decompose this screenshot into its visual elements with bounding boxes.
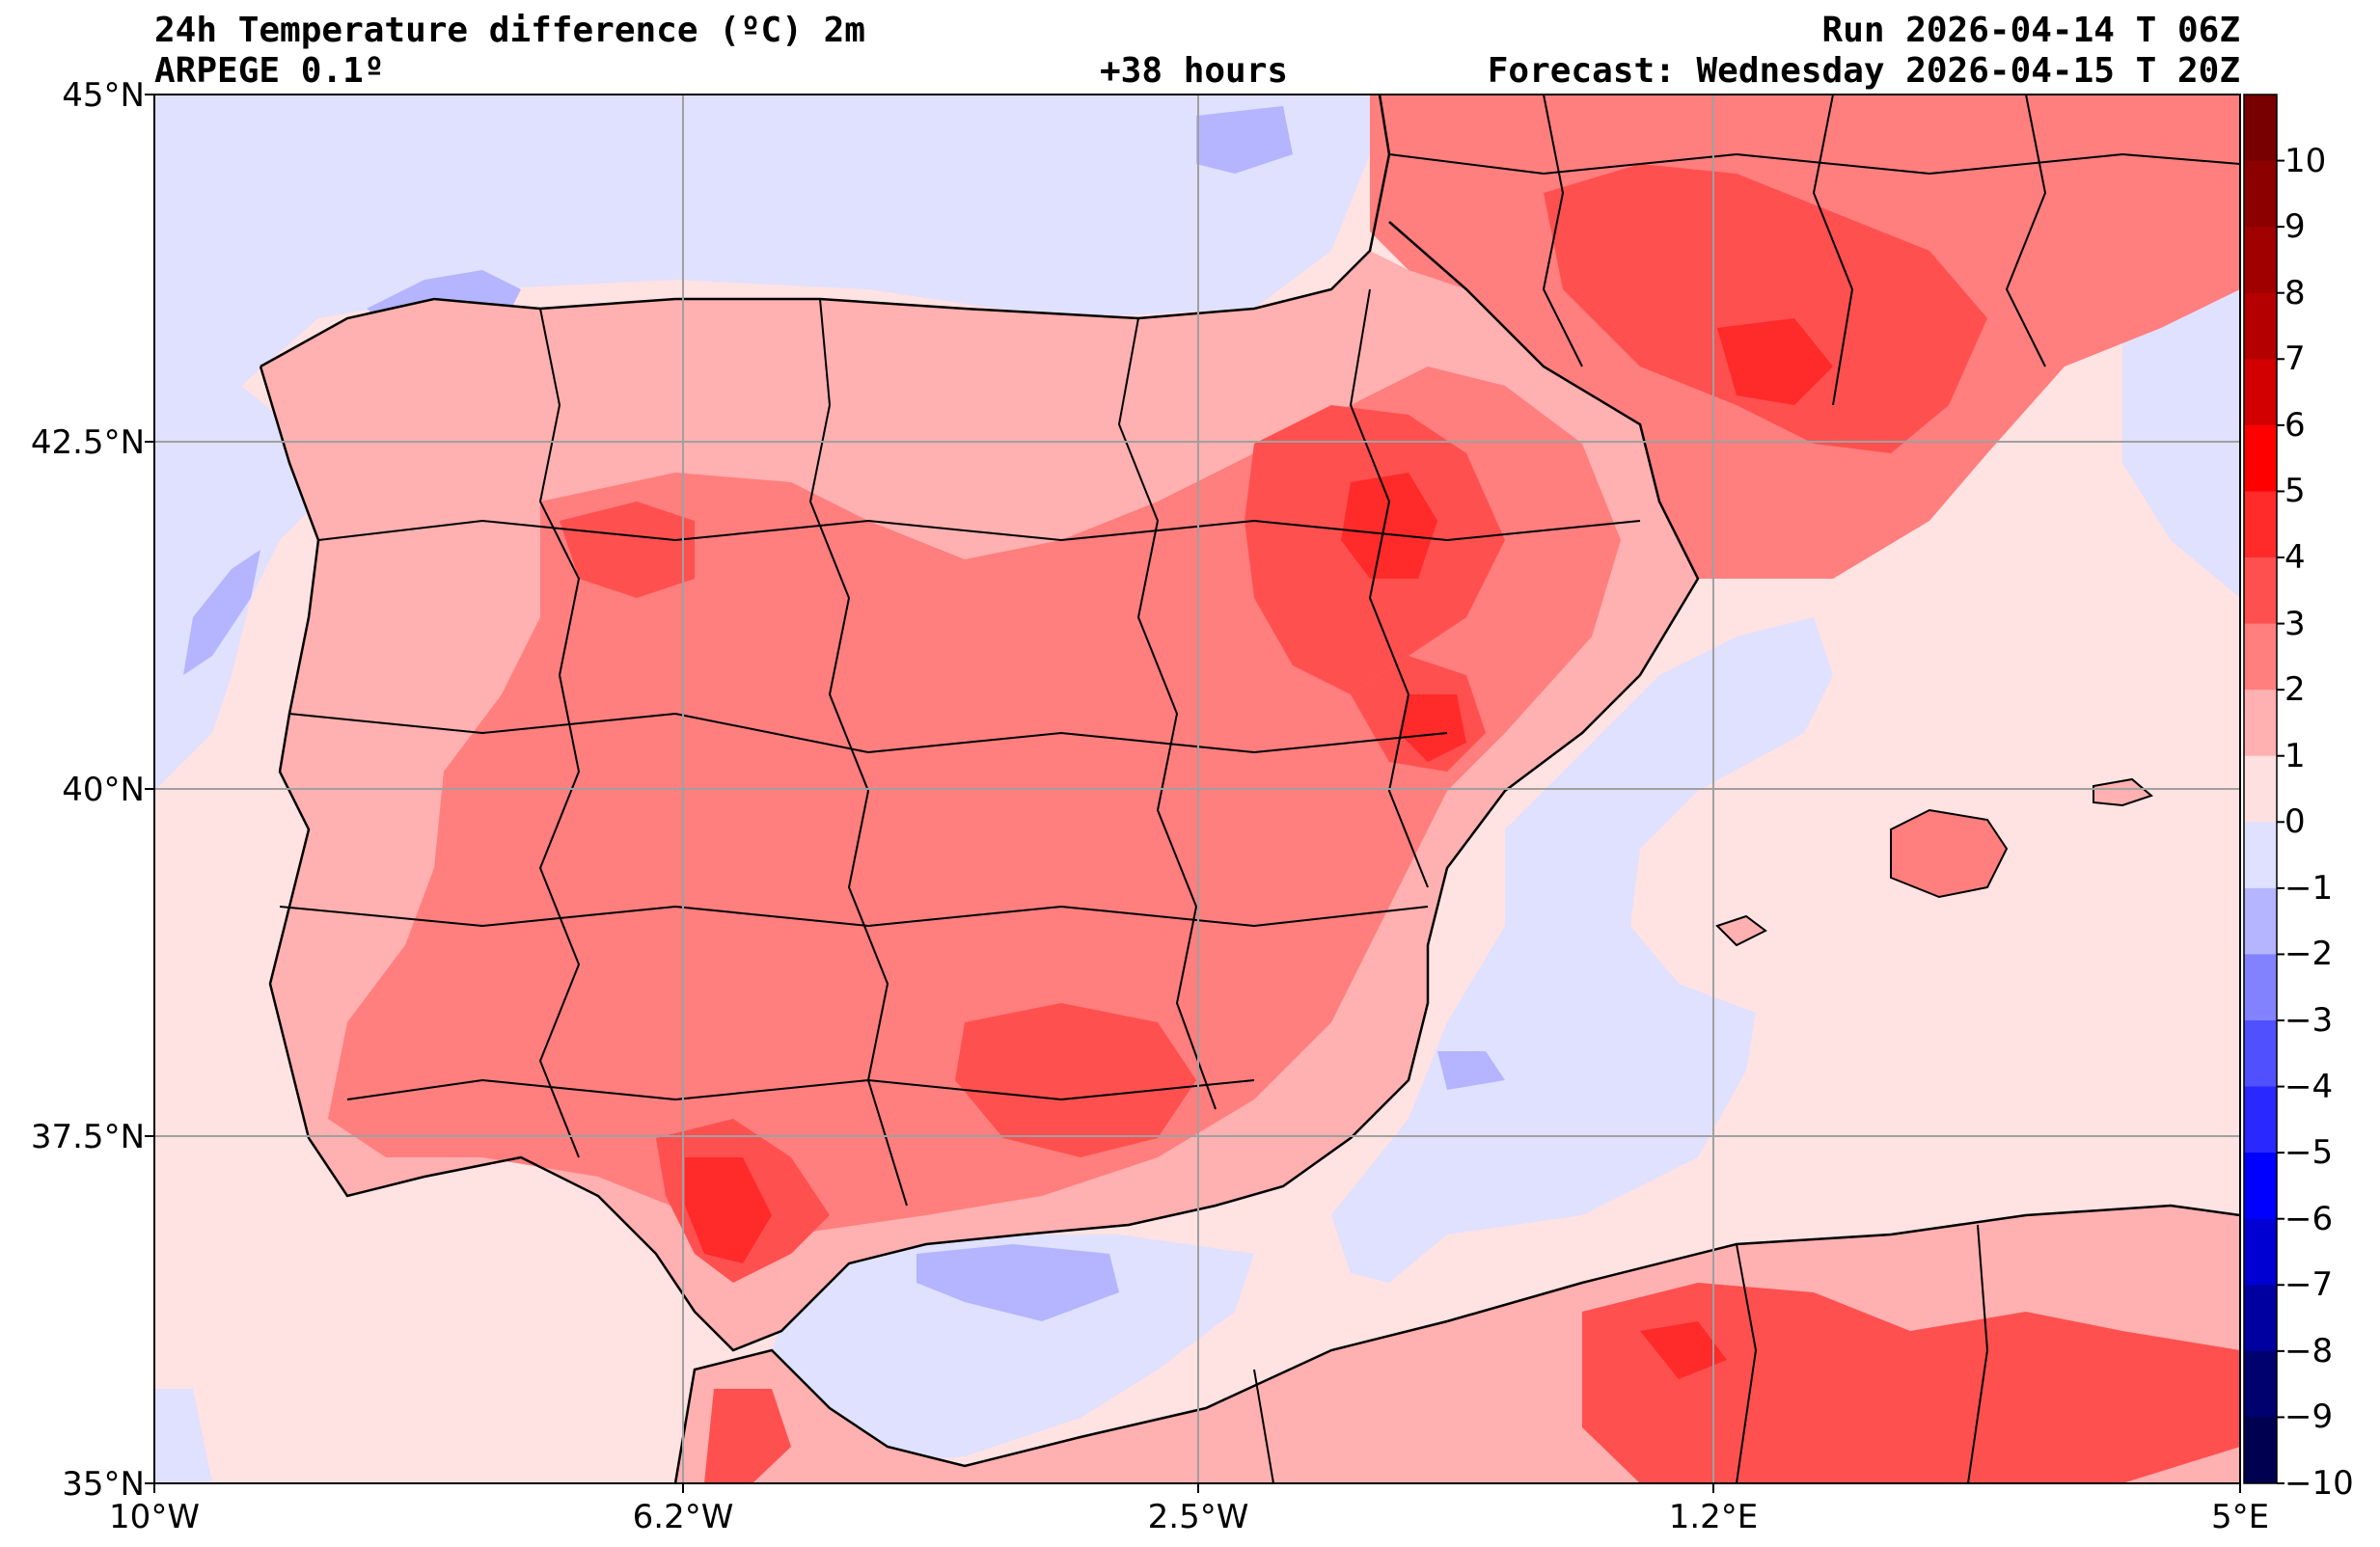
lat-label: 40°N	[62, 771, 145, 809]
colorbar-swatch	[2244, 359, 2277, 426]
colorbar-label: −3	[2284, 1001, 2334, 1040]
colorbar-label: −8	[2284, 1331, 2334, 1371]
lon-label: 2.5°W	[1147, 1498, 1249, 1536]
colorbar-label: 3	[2284, 604, 2306, 643]
colorbar-swatch	[2244, 887, 2277, 955]
menorca	[2093, 777, 2153, 807]
colorbar-label: 5	[2284, 472, 2306, 511]
colorbar-label: 1	[2284, 736, 2306, 775]
colorbar-swatch	[2244, 755, 2277, 823]
colorbar-label: 7	[2284, 339, 2306, 379]
colorbar-swatch	[2244, 623, 2277, 691]
colorbar-label: −7	[2284, 1265, 2334, 1305]
colorbar-label: 4	[2284, 538, 2306, 577]
colorbar-label: −1	[2284, 868, 2334, 908]
colorbar-frame	[2243, 94, 2278, 1484]
graticule	[154, 95, 2240, 1483]
colorbar-label: −5	[2284, 1133, 2334, 1173]
africa-coastline	[673, 1204, 2240, 1483]
warm3-zamora	[560, 502, 695, 598]
warm3-france	[1544, 164, 1987, 453]
cool-area-bay-of-biscay	[154, 95, 1370, 405]
colorbar-label: 6	[2284, 405, 2306, 445]
colorbar	[2243, 94, 2284, 1484]
lat-label: 45°N	[62, 76, 145, 115]
colorbar-label: −4	[2284, 1067, 2334, 1106]
cool-area-balearic-sea	[1331, 617, 1833, 1283]
ibiza	[1715, 914, 1767, 947]
colorbar-swatch	[2244, 1086, 2277, 1153]
colorbar-swatch	[2244, 95, 2277, 162]
colorbar-swatch	[2244, 1350, 2277, 1418]
colorbar-swatch	[2244, 227, 2277, 294]
colorbar-swatch	[2244, 292, 2277, 360]
warm4-pyrenees	[1717, 318, 1833, 405]
admin-borders	[279, 95, 2240, 1483]
colorbar-label: 9	[2284, 207, 2306, 247]
axis-ticks	[145, 94, 2241, 1493]
run-time: Run 2026-04-14 T 06Z	[1821, 11, 2240, 50]
cool-area-alboran	[772, 1235, 1254, 1466]
colorbar-swatch	[2244, 822, 2277, 889]
cool-area-atlantic-sw	[154, 1389, 212, 1483]
colorbar-swatch	[2244, 954, 2277, 1021]
warm3-africa	[1582, 1283, 2240, 1483]
model-name: ARPEGE 0.1º	[154, 51, 385, 91]
colorbar-swatch	[2244, 160, 2277, 228]
lat-label: 42.5°N	[30, 423, 145, 462]
cool-patch-atlantic	[183, 550, 260, 675]
iberia-coastline	[259, 95, 1700, 1352]
warm3-jaen	[955, 1003, 1196, 1157]
colorbar-swatch	[2244, 491, 2277, 558]
map-field	[154, 95, 2240, 1483]
warm3-africa-west	[704, 1389, 791, 1483]
colorbar-label: −9	[2284, 1398, 2334, 1437]
forecast-time: Forecast: Wednesday 2026-04-15 T 20Z	[1487, 51, 2240, 91]
lat-label: 35°N	[62, 1465, 145, 1504]
colorbar-swatch	[2244, 1153, 2277, 1220]
cool-patch-murcia	[1437, 1051, 1505, 1090]
lon-label: 5°E	[2210, 1498, 2270, 1536]
colorbar-label: −6	[2284, 1199, 2334, 1238]
warm4-ebro-core	[1341, 473, 1437, 579]
lon-label: 6.2°W	[632, 1498, 734, 1536]
lat-label: 37.5°N	[30, 1118, 145, 1156]
lon-label: 1.2°E	[1668, 1498, 1759, 1536]
colorbar-label: 8	[2284, 273, 2306, 312]
mallorca	[1890, 808, 2009, 899]
colorbar-swatch	[2244, 1417, 2277, 1484]
colorbar-swatch	[2244, 690, 2277, 757]
lead-time: +38 hours	[1100, 51, 1289, 91]
colorbar-label: 0	[2284, 802, 2306, 842]
colorbar-swatch	[2244, 557, 2277, 625]
colorbar-label: −2	[2284, 935, 2334, 974]
map-title: 24h Temperature difference (ºC) 2m	[154, 11, 865, 50]
colorbar-swatch	[2244, 1285, 2277, 1352]
colorbar-swatch	[2244, 1020, 2277, 1088]
cool-area-gulf-lion	[2122, 289, 2240, 598]
colorbar-swatch	[2244, 1218, 2277, 1286]
warm4-africa	[1640, 1321, 1727, 1379]
colorbar-label: −10	[2284, 1464, 2354, 1503]
cool-patch-alboran	[916, 1244, 1119, 1321]
warm4-seville	[685, 1157, 772, 1263]
colorbar-label: 10	[2284, 141, 2327, 180]
colorbar-label: 2	[2284, 670, 2306, 710]
cool-patch-biscay	[1196, 106, 1293, 174]
lon-label: 10°W	[109, 1498, 200, 1536]
warm4-teruel	[1399, 694, 1466, 762]
colorbar-swatch	[2244, 424, 2277, 492]
